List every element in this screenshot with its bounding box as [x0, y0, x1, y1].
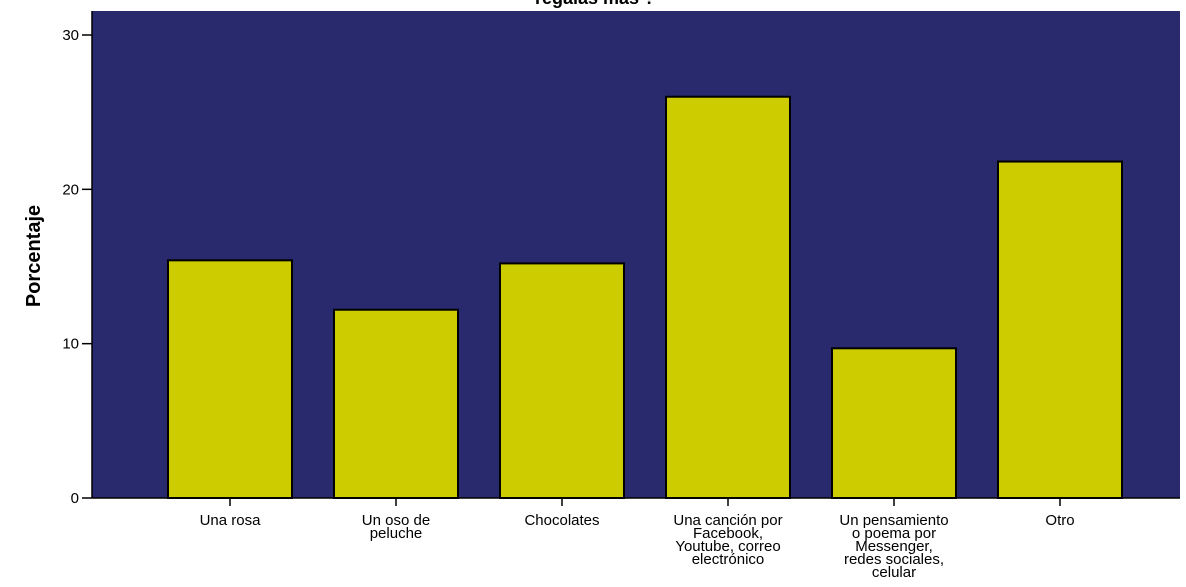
x-axis: Una rosa Un oso de peluche Chocolates Una ca… [92, 497, 1180, 581]
x-tick-label-line: o poema por [852, 525, 936, 542]
x-tick-label-line: Una canción por [673, 512, 782, 529]
x-tick-label-line: Un oso de [362, 512, 430, 529]
x-tick-label: Chocolates [524, 512, 599, 529]
x-tick-label-line: Messenger, [855, 538, 933, 555]
bar [499, 262, 625, 499]
x-tick-label: Un pensamiento o poema por Messenger, redes… [839, 512, 948, 581]
y-tick-label: 20 [62, 181, 79, 198]
x-tick-label-line: redes sociales, [844, 551, 944, 568]
x-tick-label-line: Una rosa [200, 512, 262, 529]
x-tick-label: Un oso de peluche [362, 512, 430, 542]
x-tick-label-line: Facebook, [693, 525, 763, 542]
x-tick-label-line: celular [872, 564, 916, 581]
x-tick-label-line: Youtube, correo [675, 538, 780, 555]
bar [333, 308, 459, 500]
y-tick-label: 30 [62, 27, 79, 44]
x-tick-label-line: Otro [1045, 512, 1074, 529]
y-tick-label: 10 [62, 336, 79, 353]
bars-group [167, 95, 1123, 500]
y-tick-label: 0 [71, 490, 79, 507]
y-axis-label: Porcentaje [23, 205, 45, 307]
x-tick-label-line: Un pensamiento [839, 512, 948, 529]
chart-title: regalas más ? [535, 0, 655, 8]
x-tick-label: Una canción por Facebook, Youtube, correo e… [673, 512, 782, 568]
x-tick-label: Otro [1045, 512, 1074, 529]
y-axis: 0 10 20 30 [62, 11, 93, 507]
x-tick-label: Una rosa [200, 512, 262, 529]
x-tick-label-line: peluche [370, 525, 423, 542]
bar [831, 347, 957, 499]
bar [997, 160, 1123, 499]
x-tick-label-line: electrónico [692, 551, 765, 568]
x-tick-label-line: Chocolates [524, 512, 599, 529]
bar [167, 259, 293, 499]
bar [665, 95, 791, 499]
